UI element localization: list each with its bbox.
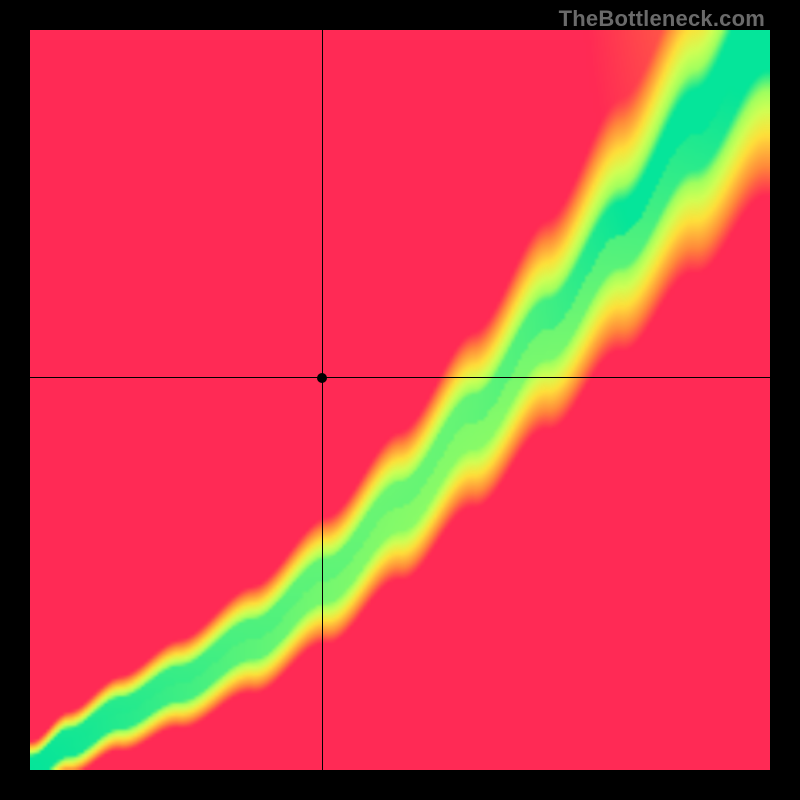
crosshair-vertical bbox=[322, 30, 323, 770]
crosshair-horizontal bbox=[30, 377, 770, 378]
plot-area bbox=[30, 30, 770, 770]
heatmap-canvas bbox=[30, 30, 770, 770]
watermark-text: TheBottleneck.com bbox=[559, 6, 765, 32]
